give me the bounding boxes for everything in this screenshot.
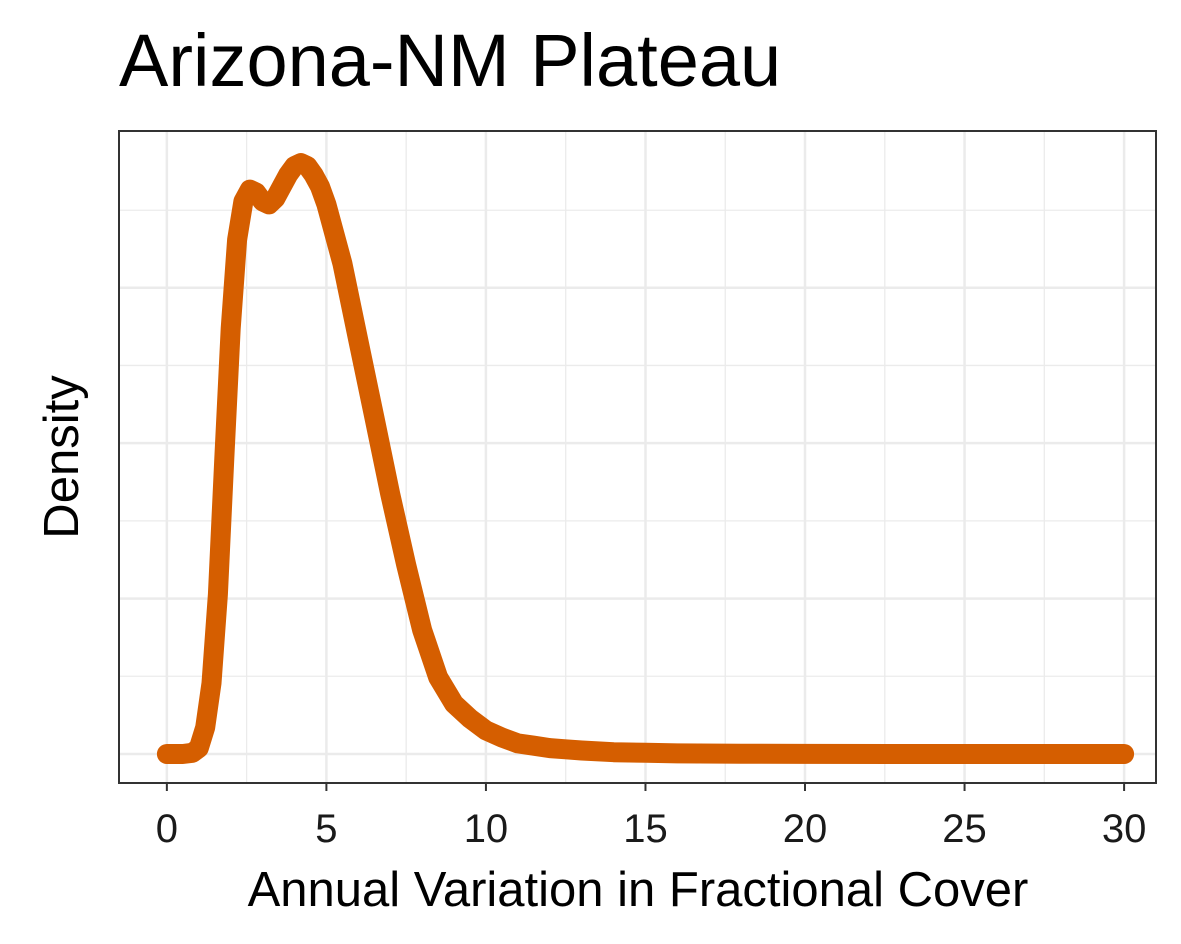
x-tick-label: 5 bbox=[315, 807, 337, 851]
x-axis: 0 5 10 15 20 25 30 bbox=[156, 783, 1147, 851]
x-axis-title: Annual Variation in Fractional Cover bbox=[248, 863, 1029, 917]
panel-border bbox=[118, 130, 1157, 784]
x-tick-label: 25 bbox=[942, 807, 987, 851]
x-tick-label: 15 bbox=[623, 807, 668, 851]
y-axis-title: Density bbox=[35, 375, 89, 539]
x-tick-label: 10 bbox=[464, 807, 509, 851]
grid-lines bbox=[119, 131, 1156, 783]
density-curve bbox=[156, 153, 1135, 764]
x-tick-label: 30 bbox=[1102, 807, 1147, 851]
x-tick-label: 0 bbox=[156, 807, 178, 851]
chart-title: Arizona-NM Plateau bbox=[119, 19, 781, 102]
x-tick-label: 20 bbox=[783, 807, 828, 851]
